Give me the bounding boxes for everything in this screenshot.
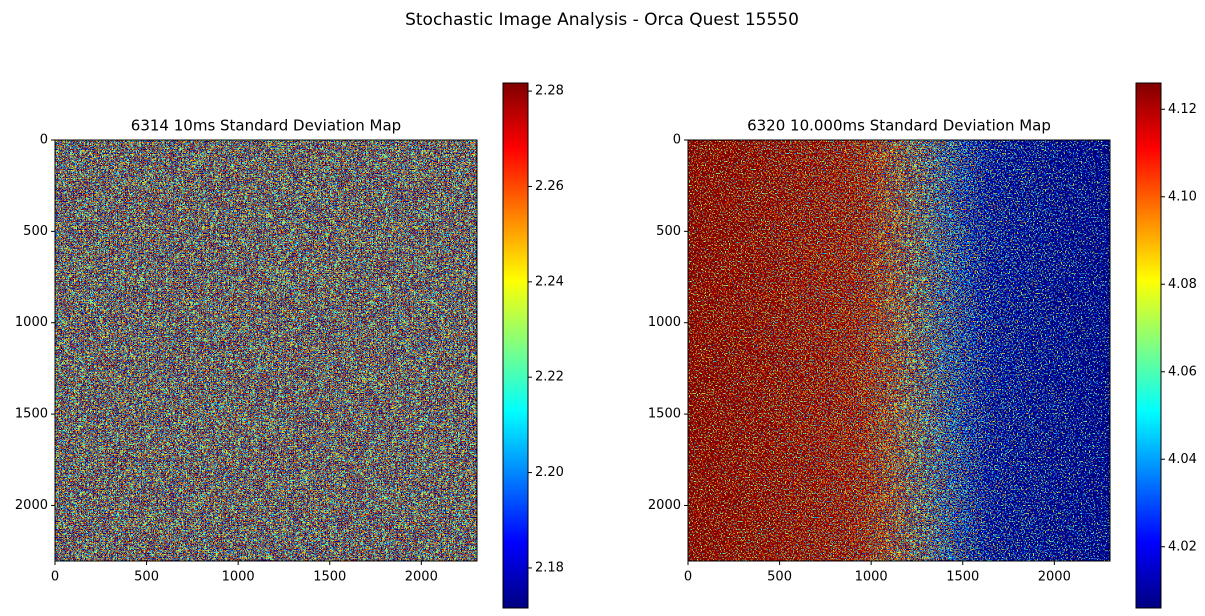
colorbar-tick-label: 4.06 bbox=[1168, 364, 1197, 379]
colorbar-tick-label: 2.20 bbox=[535, 465, 564, 480]
y-tick-label: 2000 bbox=[648, 498, 681, 513]
x-tick-label: 1500 bbox=[946, 570, 979, 585]
heatmap-image bbox=[55, 140, 477, 561]
colorbar-tick-label: 2.22 bbox=[535, 370, 564, 385]
subplot-title: 6320 10.000ms Standard Deviation Map bbox=[747, 117, 1051, 135]
y-tick-label: 0 bbox=[673, 133, 681, 148]
figure-title: Stochastic Image Analysis - Orca Quest 1… bbox=[405, 10, 799, 30]
y-tick-label: 1000 bbox=[648, 315, 681, 330]
x-tick-label: 2000 bbox=[405, 570, 438, 585]
y-tick-label: 1500 bbox=[648, 407, 681, 422]
x-tick-label: 500 bbox=[134, 570, 159, 585]
x-tick-label: 1000 bbox=[222, 570, 255, 585]
colorbar-tick-label: 4.08 bbox=[1168, 277, 1197, 292]
x-tick-label: 2000 bbox=[1038, 570, 1071, 585]
colorbar bbox=[1135, 82, 1162, 609]
colorbar-tick-label: 2.28 bbox=[535, 84, 564, 99]
y-tick-label: 2000 bbox=[15, 498, 48, 513]
axes-frame bbox=[687, 139, 1111, 562]
colorbar-tick-label: 2.24 bbox=[535, 274, 564, 289]
colorbar bbox=[502, 82, 529, 609]
colorbar-tick-label: 2.26 bbox=[535, 179, 564, 194]
x-tick-label: 0 bbox=[684, 570, 692, 585]
x-tick-label: 1500 bbox=[313, 570, 346, 585]
colorbar-tick-label: 2.18 bbox=[535, 560, 564, 575]
y-tick-label: 1000 bbox=[15, 315, 48, 330]
x-tick-label: 1000 bbox=[855, 570, 888, 585]
colorbar-tick-label: 4.02 bbox=[1168, 539, 1197, 554]
y-tick-label: 500 bbox=[23, 224, 48, 239]
x-tick-label: 500 bbox=[767, 570, 792, 585]
colorbar-tick-label: 4.12 bbox=[1168, 102, 1197, 117]
y-tick-label: 500 bbox=[656, 224, 681, 239]
axes-frame bbox=[54, 139, 478, 562]
y-tick-label: 1500 bbox=[15, 407, 48, 422]
y-tick-label: 0 bbox=[40, 133, 48, 148]
heatmap-image bbox=[688, 140, 1110, 561]
colorbar-tick-label: 4.10 bbox=[1168, 189, 1197, 204]
x-tick-label: 0 bbox=[51, 570, 59, 585]
colorbar-tick-label: 4.04 bbox=[1168, 452, 1197, 467]
subplot-title: 6314 10ms Standard Deviation Map bbox=[131, 117, 401, 135]
